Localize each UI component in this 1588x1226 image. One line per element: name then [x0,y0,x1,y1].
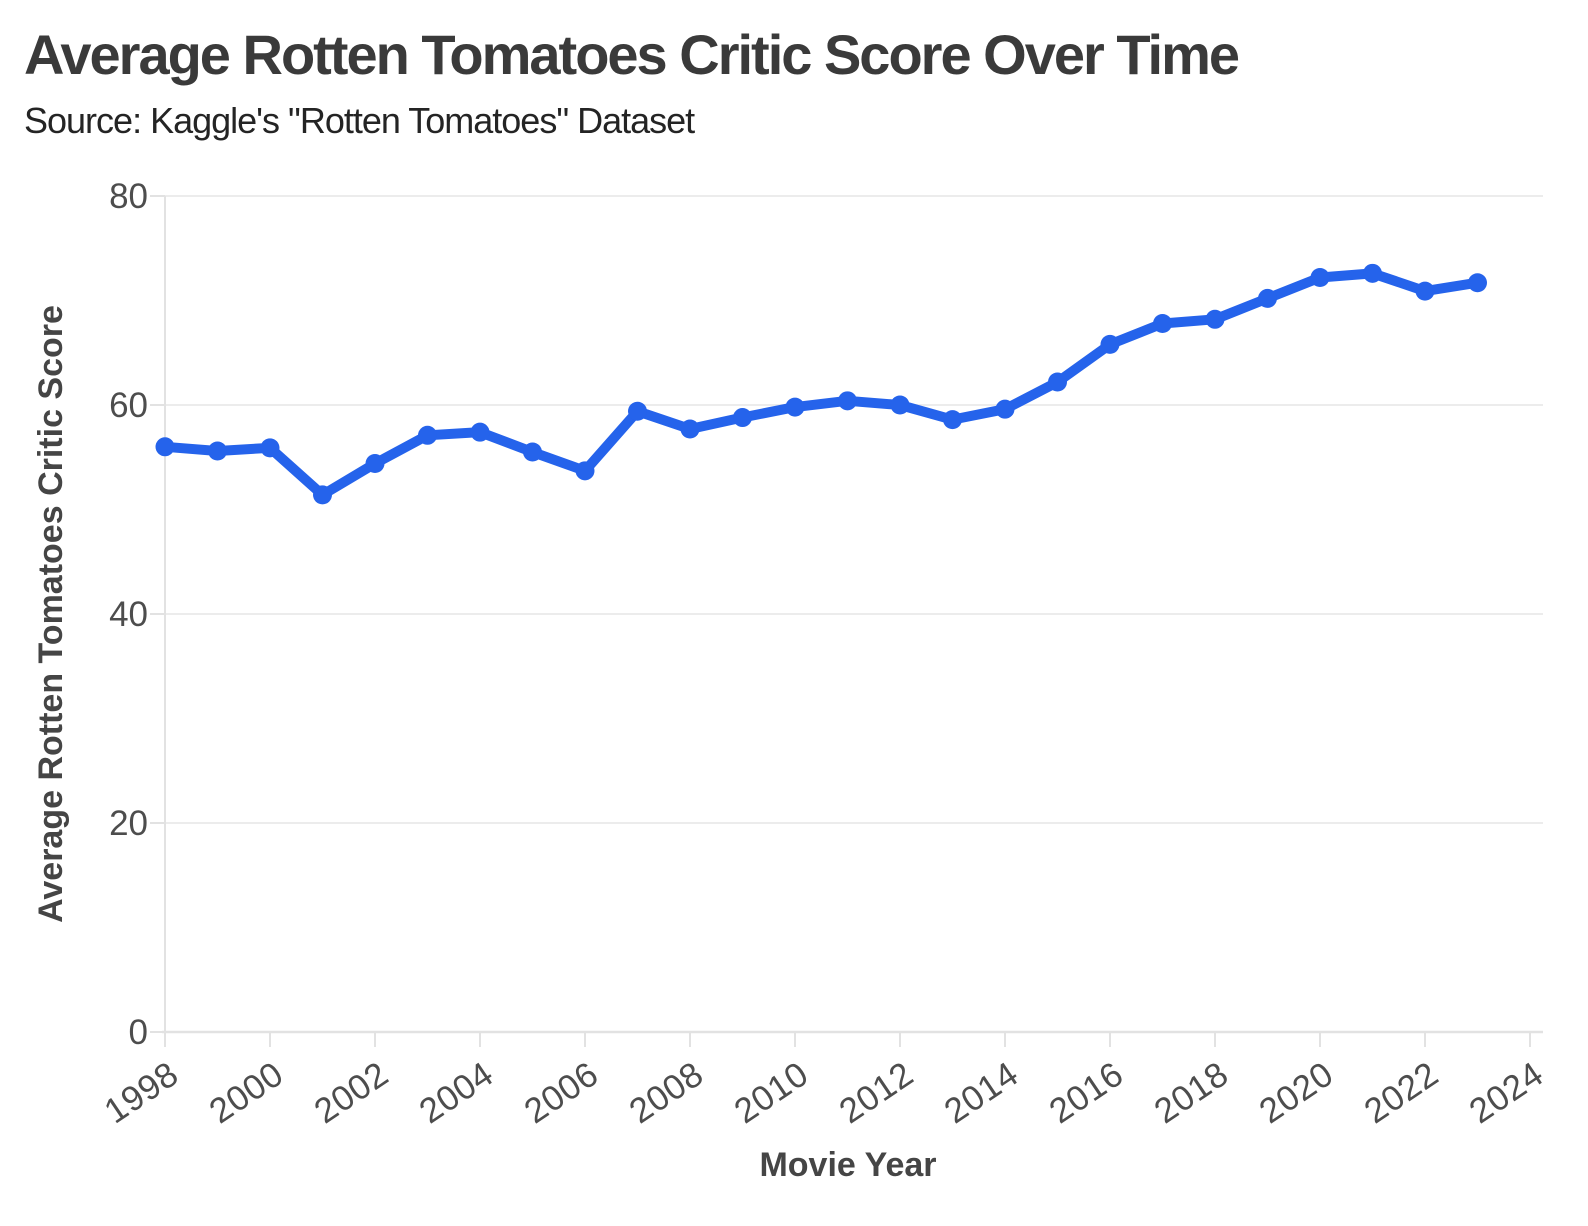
x-tick-label: 2016 [1042,1054,1130,1131]
y-tick-label: 80 [109,177,148,216]
data-point [995,399,1015,419]
data-points [155,263,1487,505]
data-point [523,442,542,462]
y-tick-label: 0 [129,1013,148,1052]
x-tick-label: 2014 [937,1054,1025,1131]
data-point [208,441,227,461]
data-point [785,397,805,417]
data-point [680,419,700,439]
data-point [575,461,595,481]
x-tick-label: 2024 [1462,1054,1550,1131]
data-point [1363,263,1382,283]
page-subtitle: Source: Kaggle's "Rotten Tomatoes" Datas… [24,100,695,141]
data-point [1258,288,1277,308]
data-point [313,485,332,505]
gridlines [165,195,1543,1033]
y-tick-label: 40 [109,595,148,634]
x-tick-label: 1998 [97,1054,185,1131]
page-title: Average Rotten Tomatoes Critic Score Ove… [24,23,1240,86]
data-point [1415,281,1435,301]
y-tick-label: 60 [109,386,148,425]
data-point [943,410,962,430]
x-tick-label: 2020 [1252,1054,1340,1131]
data-point [1468,273,1487,293]
score-line-series [160,268,1483,500]
data-point [1205,309,1225,329]
data-point [733,408,752,428]
x-tick-label: 2010 [727,1054,815,1131]
data-point [1153,313,1172,333]
x-tick-label: 2012 [832,1054,920,1131]
data-point [260,438,280,458]
x-tick-label: 2004 [412,1054,500,1131]
x-tick-label: 2002 [307,1054,395,1131]
score-line [160,268,1483,500]
tick-marks [150,195,1531,1047]
x-tick-label: 2000 [202,1054,290,1131]
y-tick-labels: 0 20 40 60 80 [109,177,148,1052]
data-point [365,454,385,474]
data-point [1100,334,1120,354]
data-point [418,425,437,445]
y-axis-title: Average Rotten Tomatoes Critic Score [32,305,70,923]
x-tick-labels: 1998 2000 2002 2004 2006 2008 2010 2012 2014 2016… [97,1054,1550,1131]
x-tick-label: 2022 [1357,1054,1445,1131]
x-axis-title: Movie Year [759,1146,936,1184]
x-tick-label: 2018 [1147,1054,1235,1131]
x-tick-label: 2008 [622,1054,710,1131]
x-tick-label: 2006 [517,1054,605,1131]
data-point [890,395,910,415]
data-point [1310,268,1330,288]
data-point [470,422,490,442]
y-tick-label: 20 [109,804,148,843]
data-point [155,437,175,457]
data-point [628,401,647,421]
data-point [1048,372,1067,392]
data-point [838,391,857,411]
